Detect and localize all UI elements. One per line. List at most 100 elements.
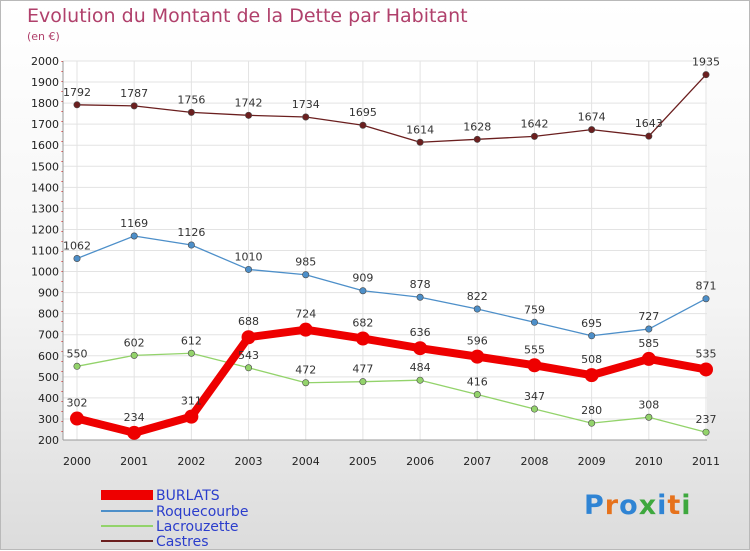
legend-label: BURLATS <box>156 488 220 504</box>
y-tick-label: 1100 <box>31 245 59 258</box>
data-point <box>416 293 424 301</box>
data-label: 636 <box>410 326 431 339</box>
proxiti-logo: Proxiti <box>584 490 692 521</box>
data-label: 909 <box>352 272 373 285</box>
data-label: 1756 <box>177 93 205 106</box>
y-tick-label: 800 <box>38 308 59 321</box>
data-point <box>530 132 538 140</box>
y-tick-label: 300 <box>38 413 59 426</box>
x-tick-label: 2002 <box>177 455 205 468</box>
series-line <box>76 235 707 337</box>
data-point <box>702 295 710 303</box>
y-tick-label: 1300 <box>31 202 59 215</box>
data-point <box>473 135 481 143</box>
data-point <box>187 349 195 357</box>
data-label: 550 <box>67 347 88 360</box>
data-point <box>241 330 256 345</box>
y-tick-label: 400 <box>38 392 59 405</box>
x-tick-label: 2011 <box>692 455 720 468</box>
data-label: 234 <box>124 411 145 424</box>
x-tick-label: 2008 <box>520 455 548 468</box>
data-point <box>127 425 142 440</box>
data-label: 555 <box>524 343 545 356</box>
data-label: 602 <box>124 336 145 349</box>
y-tick-label: 1000 <box>31 266 59 279</box>
data-label: 308 <box>638 398 659 411</box>
data-point <box>245 364 253 372</box>
data-label: 472 <box>295 364 316 377</box>
series-line <box>73 325 710 437</box>
data-label: 508 <box>581 353 602 366</box>
data-point <box>245 111 253 119</box>
data-point <box>530 318 538 326</box>
y-tick-label: 2000 <box>31 55 59 68</box>
data-label: 1010 <box>235 250 263 263</box>
data-point <box>359 121 367 129</box>
data-point <box>584 368 599 383</box>
data-point <box>530 405 538 413</box>
y-tick-label: 1200 <box>31 223 59 236</box>
data-label: 1169 <box>120 217 148 230</box>
legend-swatch <box>101 510 153 512</box>
data-label: 1734 <box>292 98 320 111</box>
data-label: 1787 <box>120 87 148 100</box>
chart-title: Evolution du Montant de la Dette par Hab… <box>27 5 468 27</box>
data-point <box>416 138 424 146</box>
x-tick-label: 2000 <box>63 455 91 468</box>
y-tick-label: 600 <box>38 350 59 363</box>
data-point <box>298 322 313 337</box>
y-tick-label: 200 <box>38 434 59 447</box>
data-label: 759 <box>524 303 545 316</box>
data-label: 688 <box>238 315 259 328</box>
data-label: 878 <box>410 278 431 291</box>
data-label: 1935 <box>692 56 720 69</box>
data-label: 695 <box>581 317 602 330</box>
data-point <box>302 379 310 387</box>
data-label: 1062 <box>63 240 91 253</box>
data-point <box>359 287 367 295</box>
y-tick-label: 1800 <box>31 97 59 110</box>
data-point <box>130 102 138 110</box>
data-point <box>588 419 596 427</box>
data-point <box>470 349 485 364</box>
chart-subtitle: (en €) <box>27 30 60 43</box>
data-point <box>527 358 542 373</box>
data-label: 822 <box>467 290 488 303</box>
data-point <box>645 413 653 421</box>
x-tick-label: 2004 <box>292 455 320 468</box>
data-point <box>699 362 713 377</box>
data-label: 543 <box>238 349 259 362</box>
data-label: 311 <box>181 395 202 408</box>
y-tick-label: 1600 <box>31 139 59 152</box>
data-point <box>70 411 84 426</box>
data-point <box>413 341 428 356</box>
y-tick-label: 1700 <box>31 118 59 131</box>
legend-label: Lacrouzette <box>156 519 239 535</box>
data-label: 302 <box>67 397 88 410</box>
logo-letter: i <box>681 490 692 521</box>
data-label: 1628 <box>463 120 491 133</box>
data-point <box>473 305 481 313</box>
data-label: 871 <box>696 280 717 293</box>
data-point <box>73 362 81 370</box>
logo-letter: r <box>604 490 620 521</box>
x-tick-label: 2005 <box>349 455 377 468</box>
data-label: 477 <box>352 363 373 376</box>
data-label: 727 <box>638 310 659 323</box>
data-point <box>302 113 310 121</box>
data-point <box>702 71 710 79</box>
data-point <box>588 126 596 134</box>
data-point <box>416 376 424 384</box>
y-tick-label: 1500 <box>31 160 59 173</box>
legend-swatch <box>101 540 153 542</box>
data-label: 1126 <box>177 226 205 239</box>
data-label: 1614 <box>406 123 434 136</box>
y-tick-label: 500 <box>38 371 59 384</box>
logo-letter: P <box>584 490 605 521</box>
data-point <box>73 101 81 109</box>
data-point <box>702 428 710 436</box>
data-point <box>641 351 656 366</box>
data-label: 416 <box>467 376 488 389</box>
